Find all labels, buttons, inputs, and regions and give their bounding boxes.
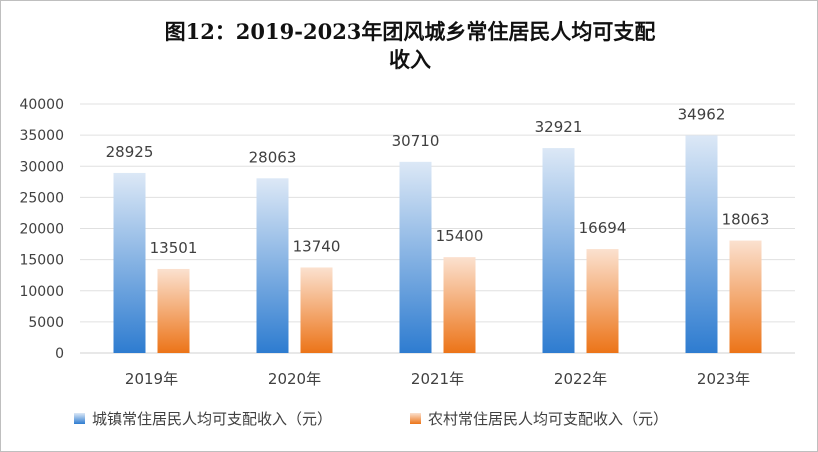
data-label: 34962	[678, 105, 726, 123]
x-category-label: 2020年	[268, 370, 321, 388]
legend-swatch	[74, 413, 85, 424]
data-label: 18063	[722, 211, 770, 229]
y-tick-label: 35000	[19, 128, 64, 144]
y-tick-label: 40000	[19, 97, 64, 113]
y-tick-label: 15000	[19, 253, 64, 269]
data-label: 28063	[249, 148, 297, 166]
y-tick-label: 20000	[19, 222, 64, 238]
bar-series1	[399, 161, 432, 353]
bar-series2	[729, 240, 762, 353]
x-category-label: 2021年	[411, 370, 464, 388]
data-label: 13501	[150, 239, 198, 257]
bar-series2	[300, 267, 333, 353]
legend-label: 农村常住居民人均可支配收入（元）	[428, 410, 668, 428]
y-tick-label: 10000	[19, 284, 64, 300]
legend: 城镇常住居民人均可支配收入（元） 农村常住居民人均可支配收入（元）	[74, 410, 668, 428]
chart-title-line1: 图12：2019-2023年团风城乡常住居民人均可支配	[164, 19, 656, 44]
y-tick-label: 25000	[19, 190, 64, 206]
data-labels: 28925 13501 28063 13740 30710 15400 32921 16694…	[106, 105, 770, 257]
bar-series1	[113, 172, 146, 353]
y-tick-label: 30000	[19, 159, 64, 175]
data-label: 32921	[535, 118, 583, 136]
bars	[113, 135, 762, 353]
bar-series1	[685, 135, 718, 353]
bar-series1	[256, 178, 289, 353]
gridlines	[80, 103, 795, 354]
data-label: 28925	[106, 143, 154, 161]
x-category-label: 2023年	[697, 370, 750, 388]
y-tick-label: 0	[55, 346, 64, 362]
bar-series2	[443, 257, 476, 353]
bar-series2	[157, 268, 190, 353]
x-category-label: 2019年	[125, 370, 178, 388]
data-label: 13740	[293, 237, 341, 255]
bar-series2	[586, 249, 619, 353]
y-axis-ticks: 0 5000 10000 15000 20000 25000 30000 35000 40000	[19, 97, 64, 362]
data-label: 16694	[579, 219, 627, 237]
legend-label: 城镇常住居民人均可支配收入（元）	[92, 410, 332, 428]
chart-title-line2: 收入	[389, 47, 431, 72]
data-label: 15400	[436, 227, 484, 245]
legend-swatch	[410, 413, 421, 424]
x-category-label: 2022年	[554, 370, 607, 388]
y-tick-label: 5000	[28, 315, 64, 331]
data-label: 30710	[392, 132, 440, 150]
x-axis-categories: 2019年 2020年 2021年 2022年 2023年	[125, 370, 750, 388]
bar-series1	[542, 148, 575, 353]
